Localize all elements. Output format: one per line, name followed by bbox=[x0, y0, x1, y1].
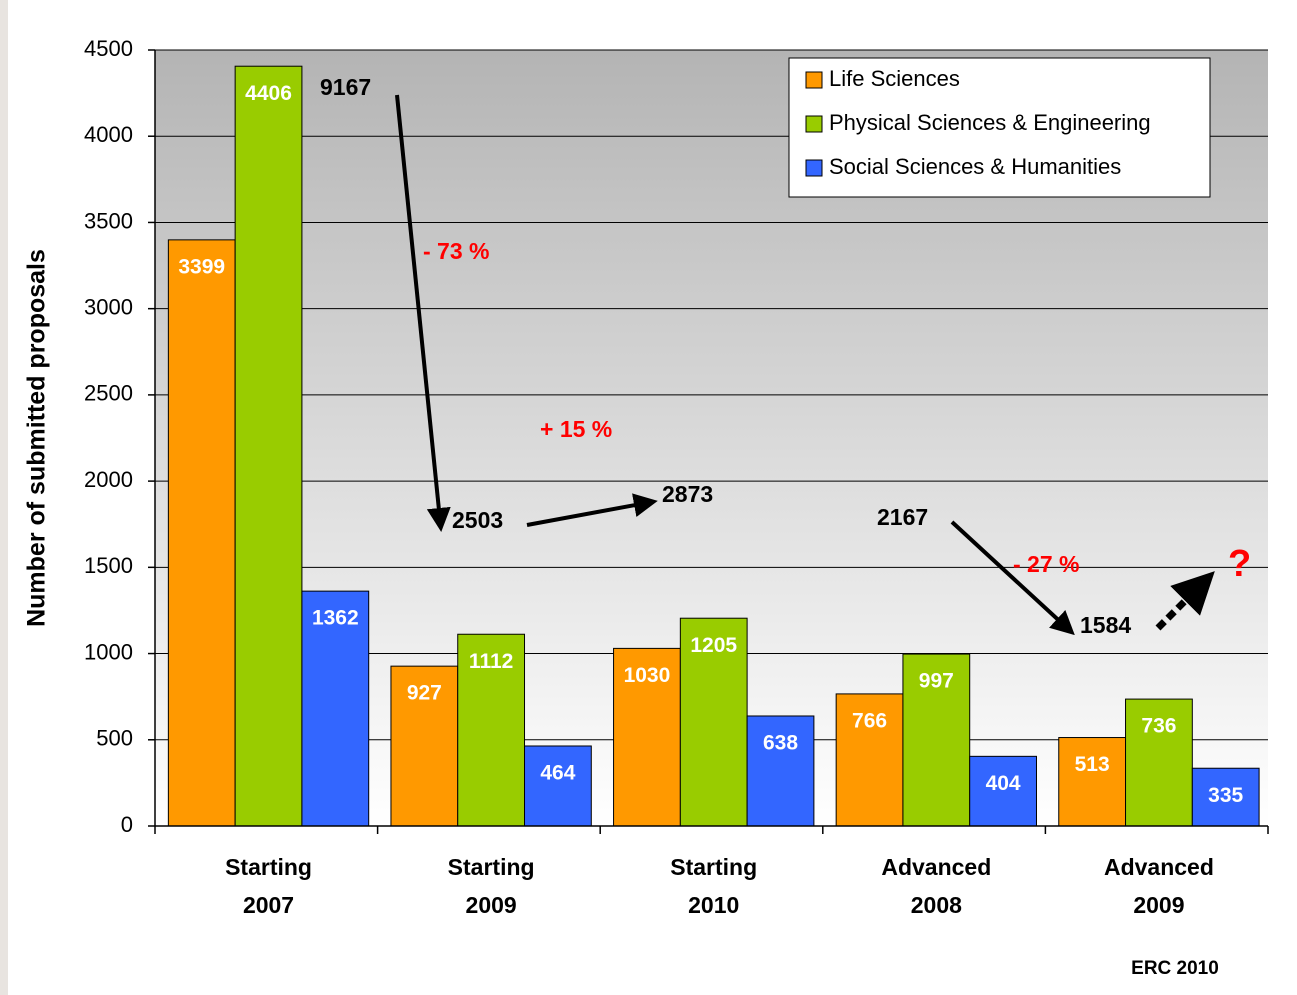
value-label: 997 bbox=[919, 670, 954, 693]
value-label: 766 bbox=[852, 709, 887, 732]
left-strip bbox=[0, 0, 8, 995]
bar bbox=[679, 617, 748, 827]
legend: Life Sciences Physical Sciences & Enginee… bbox=[805, 66, 1151, 179]
arrow bbox=[950, 520, 1075, 636]
bar bbox=[969, 755, 1037, 827]
x-tick-label: Starting 2010 bbox=[670, 854, 757, 918]
value-label: 1362 bbox=[312, 607, 359, 630]
legend-swatch bbox=[805, 71, 823, 89]
arrow bbox=[526, 493, 658, 527]
dashed-arrow bbox=[1155, 571, 1215, 631]
legend-label: Social Sciences & Humanities bbox=[829, 154, 1121, 179]
y-tick-label: 0 bbox=[121, 812, 133, 837]
annotation: ? bbox=[1228, 543, 1251, 585]
y-tick-label: 3500 bbox=[84, 208, 133, 233]
bar bbox=[835, 693, 904, 827]
value-label: 464 bbox=[540, 762, 575, 785]
value-label: 513 bbox=[1075, 753, 1110, 776]
legend-label: Life Sciences bbox=[829, 66, 960, 91]
bar bbox=[613, 647, 681, 827]
annotation: + 15 % bbox=[540, 416, 612, 442]
annotation: 2167 bbox=[877, 504, 928, 530]
annotation: 9167 bbox=[320, 74, 371, 100]
legend-label: Physical Sciences & Engineering bbox=[829, 110, 1151, 135]
arrow bbox=[395, 94, 451, 532]
y-tick-label: 4500 bbox=[84, 36, 133, 61]
bars: 3399 4406 1362 927 1112 464 1030 1205 638 766 997 4… bbox=[167, 65, 1260, 827]
value-label: 1205 bbox=[690, 634, 737, 657]
bar bbox=[524, 745, 592, 827]
x-tick-label: Advanced 2009 bbox=[1104, 854, 1214, 918]
x-tick-label: Starting 2009 bbox=[448, 854, 535, 918]
bar bbox=[902, 653, 971, 827]
annotation: - 73 % bbox=[423, 238, 489, 264]
arrows bbox=[395, 94, 1215, 636]
bar bbox=[746, 715, 815, 827]
y-tick-label: 1000 bbox=[84, 639, 133, 664]
value-label: 4406 bbox=[245, 82, 292, 105]
annotation: - 27 % bbox=[1013, 551, 1079, 577]
annotation: 1584 bbox=[1080, 612, 1131, 638]
y-tick-label: 2000 bbox=[84, 467, 133, 492]
value-label: 335 bbox=[1208, 784, 1243, 807]
legend-box bbox=[788, 57, 1211, 198]
y-tick-label: 500 bbox=[96, 726, 133, 751]
bar bbox=[1058, 737, 1127, 827]
y-tick-label: 3000 bbox=[84, 294, 133, 319]
value-label: 736 bbox=[1141, 715, 1176, 738]
x-tick-label: Starting 2007 bbox=[225, 854, 312, 918]
value-label: 404 bbox=[986, 772, 1021, 795]
y-axis-label: Number of submitted proposals bbox=[23, 249, 51, 627]
bar bbox=[457, 633, 526, 827]
y-tick-label: 4000 bbox=[84, 122, 133, 147]
bar bbox=[390, 665, 459, 827]
annotation: 2503 bbox=[452, 507, 503, 533]
annotation: 2873 bbox=[662, 481, 713, 507]
y-tick-label: 1500 bbox=[84, 553, 133, 578]
bar bbox=[1191, 767, 1260, 827]
bar bbox=[167, 239, 236, 827]
value-label: 1112 bbox=[469, 650, 513, 673]
bar bbox=[301, 590, 370, 827]
value-label: 927 bbox=[407, 682, 442, 705]
bar bbox=[1125, 698, 1193, 827]
value-label: 638 bbox=[763, 732, 798, 755]
bar bbox=[234, 65, 303, 827]
y-tick-label: 2500 bbox=[84, 381, 133, 406]
legend-swatch bbox=[805, 159, 823, 177]
value-label: 1030 bbox=[624, 664, 671, 687]
x-tick-label: Advanced 2008 bbox=[881, 854, 991, 918]
value-label: 3399 bbox=[178, 255, 225, 278]
legend-swatch bbox=[805, 115, 823, 133]
source: ERC 2010 bbox=[1131, 958, 1219, 979]
